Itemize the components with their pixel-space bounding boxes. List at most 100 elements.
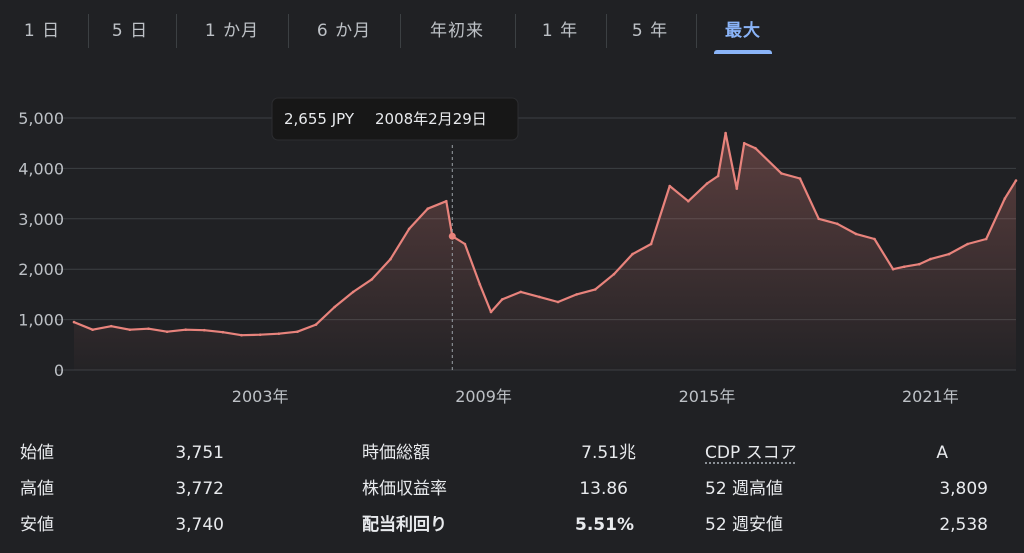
tab-divider — [696, 14, 697, 48]
price-point — [407, 227, 411, 231]
price-point — [917, 262, 921, 266]
price-point — [929, 257, 932, 261]
price-point — [165, 330, 169, 334]
stat-value-dividend-yield: 5.51% — [575, 515, 634, 535]
price-point — [631, 252, 634, 256]
stat-value-high: 3,772 — [175, 479, 224, 499]
stat-value-52wk-high: 3,809 — [939, 479, 988, 499]
price-point — [519, 290, 523, 294]
tab-divider — [288, 14, 289, 48]
price-point — [798, 177, 802, 180]
price-point — [91, 328, 94, 332]
stat-label-low: 安値 — [20, 515, 54, 535]
price-point — [724, 131, 727, 135]
tab-1-day[interactable]: 1 日 — [23, 21, 61, 41]
price-point — [716, 174, 720, 178]
stat-value-52wk-low: 2,538 — [939, 515, 988, 535]
price-point — [947, 252, 951, 256]
active-tab-indicator — [714, 50, 772, 54]
price-point — [333, 305, 336, 309]
price-point — [221, 330, 225, 334]
x-tick-label: 2021年 — [902, 387, 959, 406]
price-point — [370, 278, 374, 281]
price-point — [314, 323, 318, 326]
price-point — [351, 290, 355, 294]
price-point — [184, 328, 187, 332]
stat-value-market-cap: 7.51兆 — [581, 443, 636, 463]
price-point — [72, 320, 76, 324]
hover-tooltip — [271, 97, 519, 141]
price-point — [873, 237, 876, 241]
tab-1-month[interactable]: 1 か月 — [204, 21, 260, 41]
stat-label-52wk-low: 52 週安値 — [705, 515, 784, 535]
tab-5-years[interactable]: 5 年 — [631, 21, 669, 41]
price-point — [147, 327, 150, 331]
tab-max[interactable]: 最大 — [725, 21, 761, 41]
tab-divider — [176, 14, 177, 48]
y-tick-label: 5,000 — [18, 109, 64, 128]
price-point — [500, 298, 504, 301]
price-point — [1014, 179, 1018, 182]
tab-divider — [606, 14, 607, 48]
stat-value-low: 3,740 — [175, 515, 224, 535]
price-point — [556, 300, 560, 304]
price-point — [478, 283, 482, 286]
price-point — [649, 242, 653, 246]
tooltip-date: 2008年2月29日 — [375, 110, 487, 128]
stat-value-pe-ratio: 13.86 — [579, 479, 628, 499]
y-tick-label: 2,000 — [18, 260, 64, 279]
price-point — [258, 333, 262, 337]
tab-5-days[interactable]: 5 日 — [111, 21, 149, 41]
price-chart[interactable]: 0 1,000 2,000 3,000 4,000 5,000 2003年 2009年 2015… — [0, 60, 1024, 432]
x-tick-label: 2003年 — [232, 387, 289, 406]
price-point — [705, 182, 709, 185]
price-area — [74, 133, 1016, 370]
stat-label-market-cap: 時価総額 — [362, 443, 430, 463]
x-tick-label: 2009年 — [455, 387, 512, 406]
stat-label-dividend-yield: 配当利回り — [362, 515, 447, 535]
y-tick-label: 3,000 — [18, 210, 64, 229]
stat-label-52wk-high: 52 週高値 — [705, 479, 784, 499]
price-point — [854, 232, 858, 236]
price-point — [966, 242, 969, 246]
price-point — [836, 222, 839, 226]
price-point — [742, 141, 746, 145]
price-point — [277, 332, 281, 336]
tab-1-year[interactable]: 1 年 — [541, 21, 579, 41]
price-point — [594, 288, 597, 291]
tab-divider — [400, 14, 401, 48]
stat-label-high: 高値 — [20, 479, 54, 499]
price-point — [780, 172, 783, 175]
price-point — [538, 295, 541, 299]
price-point — [891, 267, 895, 271]
y-tick-label: 1,000 — [18, 311, 64, 330]
y-tick-label: 4,000 — [18, 159, 64, 178]
stat-label-open: 始値 — [20, 443, 54, 463]
tab-divider — [515, 14, 516, 48]
x-tick-label: 2015年 — [679, 387, 736, 406]
price-point — [128, 328, 132, 332]
price-point — [668, 184, 671, 188]
range-tabs: 1 日 5 日 1 か月 6 か月 年初来 1 年 5 年 最大 — [0, 0, 1024, 58]
price-point — [463, 242, 467, 246]
price-point — [984, 237, 988, 241]
price-point — [612, 272, 616, 276]
price-point — [203, 328, 206, 332]
stat-label-cdp-score[interactable]: CDP スコア — [705, 443, 797, 463]
price-point — [1003, 197, 1007, 200]
price-point — [735, 187, 739, 190]
tooltip-price: 2,655 JPY — [284, 110, 355, 128]
price-point — [817, 217, 820, 221]
price-point — [575, 293, 578, 296]
tab-6-months[interactable]: 6 か月 — [316, 21, 372, 41]
price-point — [903, 265, 906, 268]
stat-value-open: 3,751 — [175, 443, 224, 463]
tab-divider — [88, 14, 89, 48]
stat-value-cdp-score: A — [936, 443, 948, 463]
hover-point — [448, 232, 456, 240]
price-point — [754, 146, 757, 150]
stat-label-pe-ratio: 株価収益率 — [362, 479, 447, 499]
tab-ytd[interactable]: 年初来 — [430, 21, 484, 41]
price-point — [296, 330, 299, 334]
price-point — [109, 324, 113, 328]
